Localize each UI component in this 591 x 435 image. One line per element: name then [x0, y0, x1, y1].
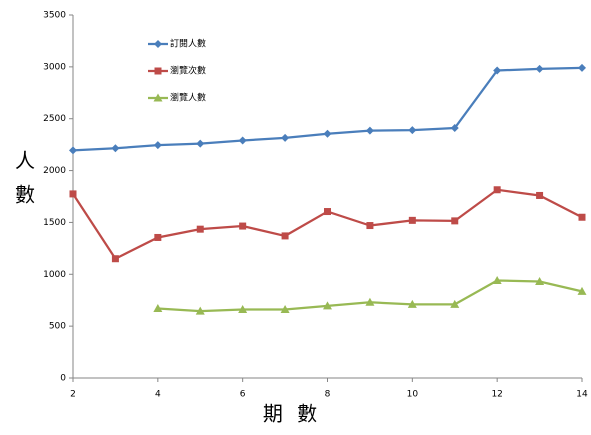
marker — [492, 276, 502, 285]
x-tick-label: 8 — [325, 390, 331, 400]
marker — [69, 190, 77, 198]
marker — [577, 286, 587, 295]
legend-label: 訂閱人數 — [170, 38, 206, 50]
y-tick-label: 3500 — [43, 11, 66, 21]
marker — [450, 124, 459, 133]
marker — [407, 299, 417, 308]
y-tick-label: 0 — [60, 374, 66, 384]
marker — [450, 299, 460, 308]
marker — [535, 277, 545, 286]
marker — [280, 305, 290, 314]
x-tick-label: 2 — [70, 390, 76, 400]
legend-label: 瀏覽次數 — [170, 65, 206, 77]
marker — [323, 301, 332, 310]
marker — [578, 213, 586, 221]
marker — [196, 139, 205, 148]
legend-marker — [153, 93, 163, 102]
x-tick-label: 10 — [407, 390, 419, 400]
y-tick-label: 1500 — [43, 218, 66, 228]
marker — [111, 144, 120, 153]
x-tick-label: 14 — [576, 390, 588, 400]
x-axis-label: 期 數 — [263, 402, 321, 426]
y-axis-label: 人數 — [12, 150, 36, 218]
legend-marker — [154, 67, 162, 75]
x-tick-label: 6 — [240, 390, 246, 400]
marker — [153, 141, 162, 150]
marker — [578, 63, 586, 72]
marker — [365, 297, 375, 306]
marker — [535, 64, 544, 73]
marker — [451, 217, 459, 225]
marker — [281, 133, 290, 142]
marker — [238, 305, 248, 314]
marker — [239, 222, 247, 230]
y-tick-label: 2000 — [43, 166, 66, 176]
marker — [111, 255, 119, 263]
legend-label: 瀏覽人數 — [170, 92, 206, 104]
marker — [238, 136, 247, 145]
y-tick-label: 2500 — [43, 114, 66, 124]
marker — [196, 225, 204, 233]
y-tick-label: 1000 — [43, 270, 66, 280]
x-tick-label: 4 — [155, 390, 161, 400]
y-tick-label: 500 — [49, 322, 66, 332]
y-tick-label: 3000 — [43, 62, 66, 72]
marker — [323, 129, 332, 138]
marker — [324, 208, 331, 216]
marker — [408, 126, 417, 135]
marker — [153, 304, 163, 313]
marker — [365, 126, 374, 135]
marker — [493, 66, 502, 75]
marker — [195, 306, 205, 315]
marker — [154, 233, 162, 241]
marker — [536, 191, 544, 199]
marker — [493, 186, 501, 194]
legend-marker — [154, 40, 162, 48]
marker — [281, 232, 289, 240]
marker — [366, 222, 374, 230]
x-tick-label: 12 — [491, 390, 502, 400]
marker — [69, 146, 77, 155]
marker — [408, 216, 416, 224]
